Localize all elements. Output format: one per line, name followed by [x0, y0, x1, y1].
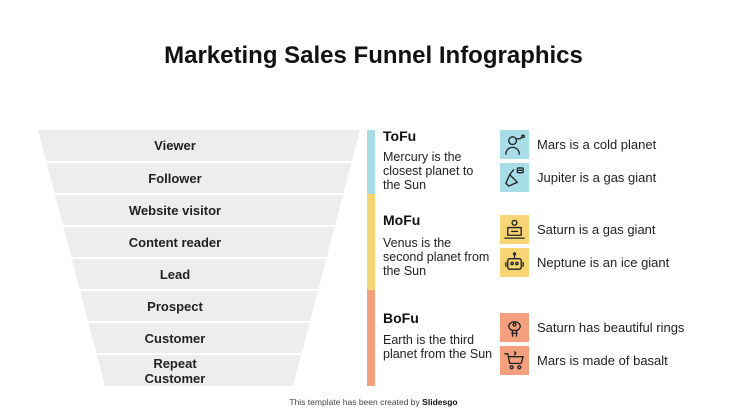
- icon-box-mofu-2: [500, 248, 529, 277]
- fact-tofu-2: Jupiter is a gas giant: [537, 170, 657, 185]
- shopping-cart-icon: [504, 351, 524, 370]
- stage-title-mofu: MoFu: [383, 212, 421, 228]
- fact-mofu-1: Saturn is a gas giant: [537, 222, 656, 237]
- funnel-level-website-visitor: Website visitor: [128, 203, 222, 218]
- funnel-level-lead: Lead: [159, 267, 191, 282]
- stage-desc-mofu: Venus is the second planet from the Sun: [383, 236, 490, 278]
- person-icon: [505, 134, 525, 155]
- icon-box-tofu-1: [500, 130, 529, 159]
- funnel-level-customer: Customer: [144, 331, 206, 346]
- fact-bofu-1: Saturn has beautiful rings: [537, 320, 685, 335]
- laptop-user-icon: [504, 219, 525, 239]
- stage-bar-tofu: [367, 130, 375, 194]
- icon-box-mofu-1: [500, 215, 529, 244]
- stage-desc-tofu: Mercury is the closest planet to the Sun: [383, 150, 474, 192]
- stage-title-bofu: BoFu: [383, 310, 419, 326]
- footer-brand: Slidesgo: [422, 397, 458, 407]
- footer-credit: This template has been created by Slides…: [0, 397, 747, 407]
- stage-desc-bofu: Earth is the third planet from the Sun: [383, 333, 493, 361]
- funnel-level-content-reader: Content reader: [128, 235, 222, 250]
- icon-box-tofu-2: [500, 163, 529, 192]
- fact-mofu-2: Neptune is an ice giant: [537, 255, 670, 270]
- footer-prefix: This template has been created by: [289, 397, 420, 407]
- stage-bar-bofu: [367, 290, 375, 386]
- funnel-level-follower: Follower: [148, 171, 202, 186]
- robot-icon: [505, 252, 524, 270]
- icon-box-bofu-1: [500, 313, 529, 342]
- stage-title-tofu: ToFu: [383, 128, 417, 144]
- funnel-level-prospect: Prospect: [147, 299, 203, 314]
- page-title: Marketing Sales Funnel Infographics: [164, 42, 583, 69]
- fact-tofu-1: Mars is a cold planet: [537, 137, 657, 152]
- icon-box-bofu-2: [500, 346, 529, 375]
- fact-bofu-2: Mars is made of basalt: [537, 353, 668, 368]
- idea-head-icon: [508, 321, 521, 337]
- stage-bar-mofu: [367, 194, 375, 290]
- funnel-level-viewer: Viewer: [154, 138, 196, 153]
- funnel-level-repeat-customer: Repeat Customer: [144, 356, 206, 386]
- megaphone-icon: [505, 167, 524, 187]
